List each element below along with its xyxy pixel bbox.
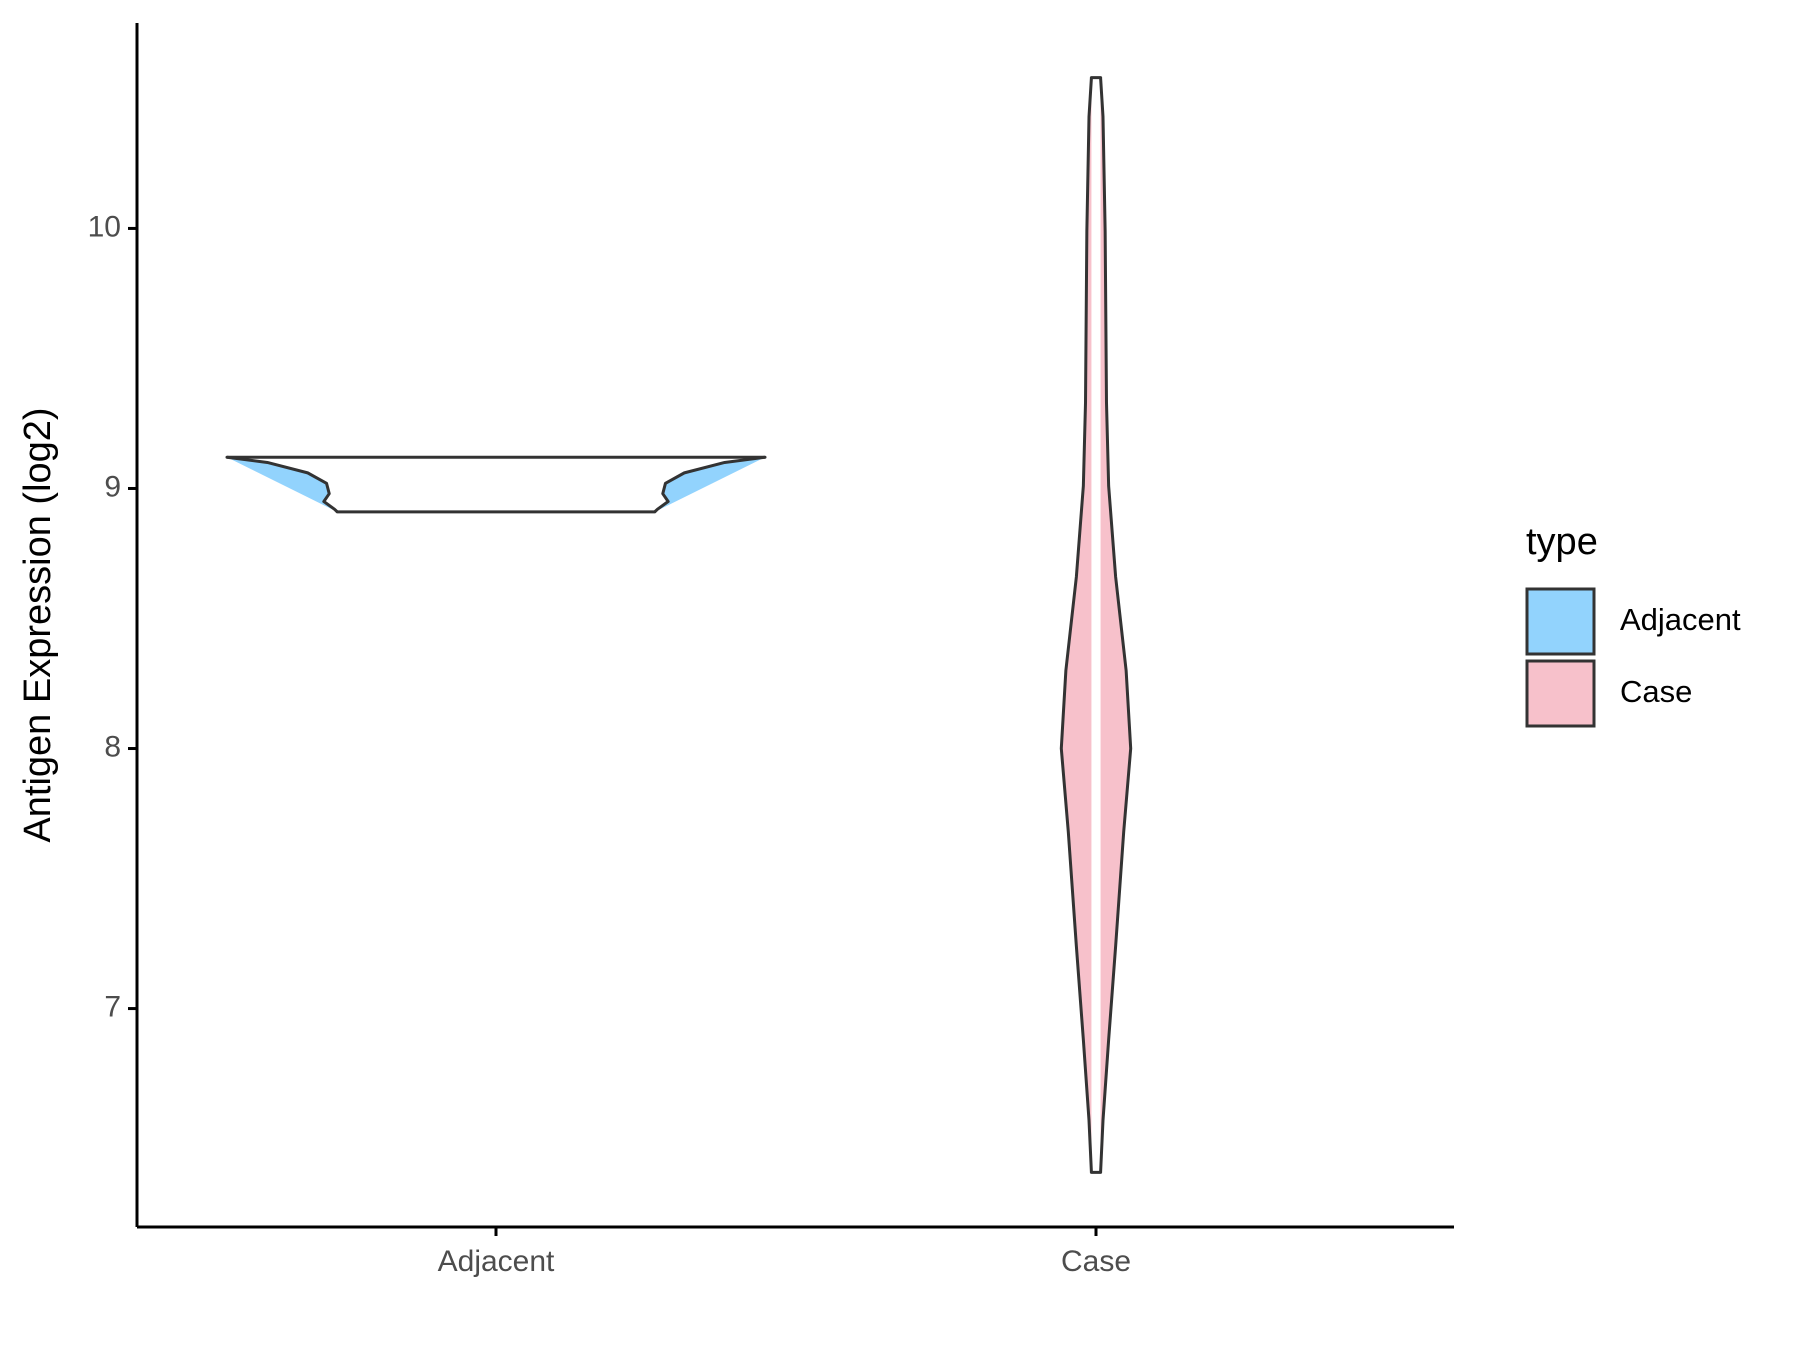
legend-title: type [1526,521,1598,563]
y-tick-label: 7 [104,990,121,1023]
violin-half [1059,77,1093,1173]
y-tick-label: 9 [104,470,121,503]
legend-label: Adjacent [1620,602,1741,637]
legend-label: Case [1620,674,1692,709]
violin-half [1099,77,1133,1173]
y-tick-label: 10 [88,210,121,243]
x-tick-label: Case [1061,1245,1131,1278]
legend-key [1525,587,1596,656]
violin-half [653,455,766,513]
y-tick-label: 8 [104,730,121,763]
legend-key [1525,659,1596,728]
y-axis-title: Antigen Expression (log2) [17,407,59,842]
violin-half [226,455,339,513]
x-tick-label: Adjacent [438,1245,555,1278]
